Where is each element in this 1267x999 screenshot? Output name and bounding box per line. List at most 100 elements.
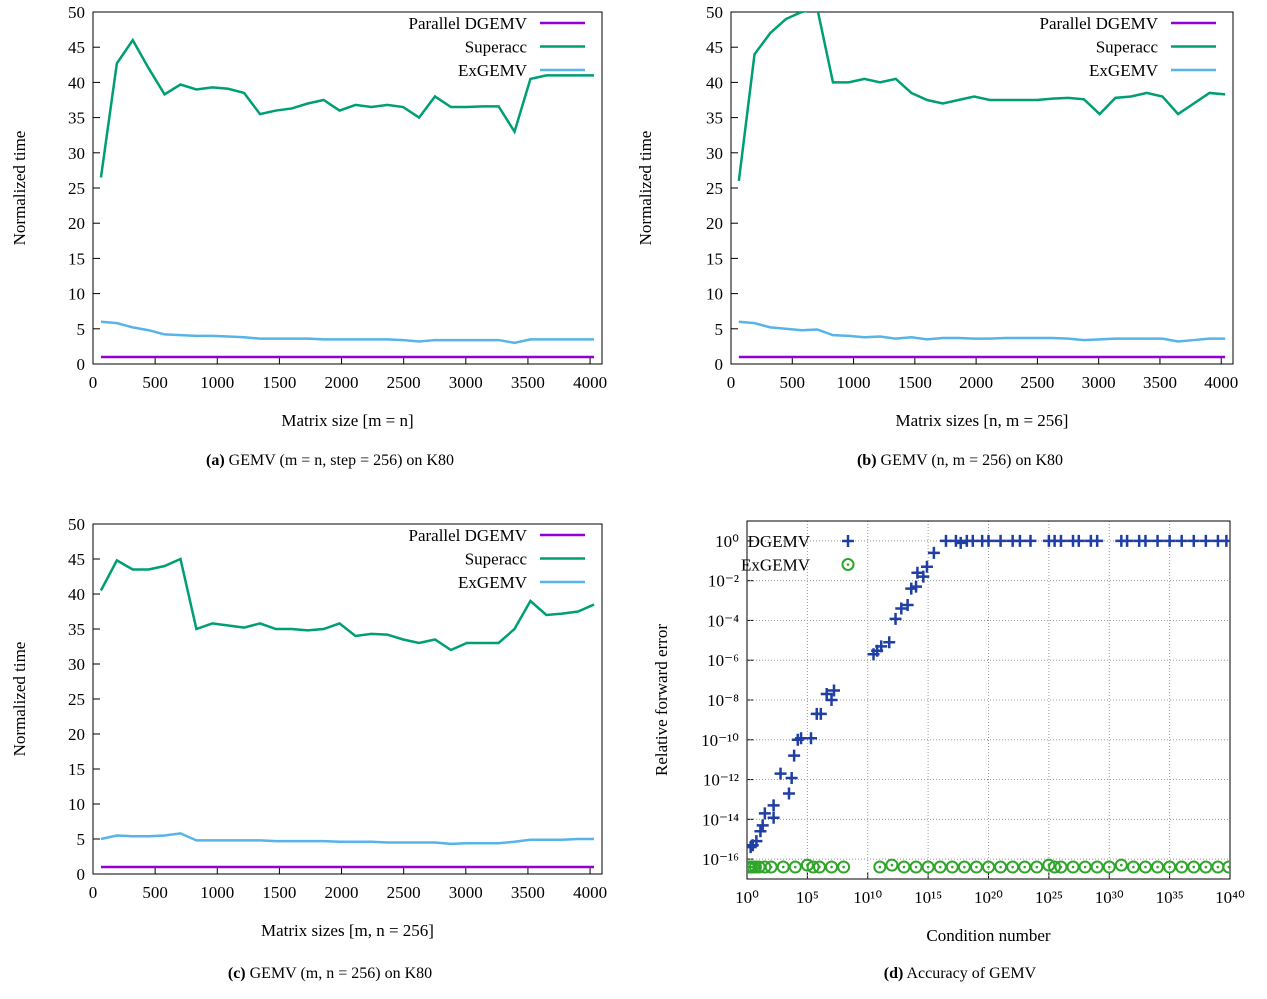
point	[1054, 860, 1068, 874]
y-tick-label: 15	[706, 249, 723, 268]
point	[1078, 860, 1092, 874]
point	[1018, 860, 1032, 874]
point-ring	[788, 860, 802, 874]
point-ring	[909, 860, 923, 874]
point-ring	[1102, 860, 1116, 874]
x-tick-label: 10⁴⁰	[1215, 888, 1245, 907]
point-dot	[1132, 865, 1135, 869]
data-line	[99, 557, 595, 652]
caption: (a) GEMV (m = n, step = 256) on K80	[206, 452, 454, 469]
data-line	[737, 12, 1226, 182]
y-tick-label: 20	[706, 214, 723, 233]
x-tick-label: 1500	[898, 373, 932, 392]
point-dot	[794, 865, 797, 869]
point-dot	[1120, 863, 1123, 867]
point-ring	[841, 558, 855, 571]
caption: (d) Accuracy of GEMV	[884, 965, 1037, 982]
point	[1013, 534, 1026, 547]
plot-frame	[92, 523, 603, 875]
point	[1054, 534, 1067, 547]
x-tick-label: 10⁵	[796, 888, 819, 907]
y-tick-label: 10	[68, 285, 85, 304]
y-tick-label: 30	[68, 144, 85, 163]
point	[901, 598, 914, 611]
point-ring	[957, 860, 971, 874]
caption-label: (c)	[228, 965, 246, 982]
point	[1139, 534, 1152, 547]
point	[767, 811, 780, 824]
point	[1151, 860, 1165, 874]
point-ring	[1138, 860, 1152, 874]
point	[812, 860, 826, 874]
point	[788, 860, 802, 874]
point	[885, 858, 899, 872]
point	[805, 732, 818, 745]
x-tick-label: 3000	[449, 883, 483, 902]
data-line	[738, 320, 1226, 343]
point	[920, 560, 933, 573]
point-dot	[830, 865, 833, 869]
x-tick-label: 500	[142, 883, 168, 902]
point-dot	[1083, 865, 1087, 869]
point	[933, 860, 947, 874]
point-dot	[938, 865, 942, 869]
legend-label: DGEMV	[748, 532, 811, 551]
point-dot	[1180, 865, 1183, 869]
y-tick-label: 20	[68, 725, 85, 744]
plot-frame	[730, 11, 1234, 365]
point-ring	[1054, 860, 1068, 874]
x-tick-label: 2000	[325, 373, 359, 392]
point	[982, 860, 995, 874]
point	[1199, 860, 1213, 874]
legend-label: ExGEMV	[1089, 61, 1159, 80]
point-dot	[846, 563, 850, 566]
x-tick-label: 10³⁰	[1095, 888, 1124, 907]
x-tick-label: 10⁰	[735, 888, 759, 907]
point-ring	[1114, 858, 1128, 872]
point	[1126, 860, 1140, 874]
y-tick-label: 30	[68, 655, 85, 674]
point-ring	[776, 860, 790, 874]
x-tick-label: 10³⁵	[1156, 888, 1184, 907]
point-dot	[950, 865, 954, 869]
point	[1138, 860, 1152, 874]
point	[837, 860, 851, 874]
point	[748, 860, 762, 874]
point	[910, 580, 923, 593]
point	[1187, 860, 1201, 874]
data-line	[99, 37, 595, 178]
y-tick-label: 20	[68, 214, 85, 233]
point-ring	[1006, 860, 1020, 874]
point-ring	[1018, 860, 1032, 874]
x-tick-label: 3000	[449, 373, 483, 392]
point	[889, 612, 902, 625]
x-axis-label: Matrix sizes [m, n = 256]	[261, 921, 434, 940]
point	[1091, 534, 1104, 547]
y-tick-label: 50	[68, 515, 85, 534]
point-dot	[1168, 865, 1171, 869]
point-ring	[1066, 860, 1080, 874]
point	[764, 860, 778, 874]
point	[827, 684, 840, 697]
x-tick-label: 10¹⁵	[914, 888, 942, 907]
point-dot	[1216, 865, 1220, 869]
caption-text: GEMV (m = n, step = 256) on K80	[229, 452, 454, 469]
legend-label: Superacc	[1096, 38, 1159, 57]
point	[1006, 860, 1020, 874]
x-tick-label: 0	[89, 373, 98, 392]
y-axis-label: Normalized time	[10, 131, 29, 246]
y-tick-label: 0	[77, 355, 86, 374]
y-tick-label: 50	[706, 3, 723, 22]
point	[895, 602, 908, 615]
point	[788, 749, 801, 762]
y-axis-label: Normalized time	[636, 131, 655, 246]
x-tick-label: 10²⁵	[1035, 888, 1063, 907]
y-axis-label: Normalized time	[10, 642, 29, 757]
y-tick-label: 0	[715, 355, 724, 374]
x-tick-label: 4000	[1204, 373, 1238, 392]
point-ring	[1090, 860, 1104, 874]
caption-label: (d)	[884, 965, 904, 982]
point	[1121, 534, 1134, 547]
